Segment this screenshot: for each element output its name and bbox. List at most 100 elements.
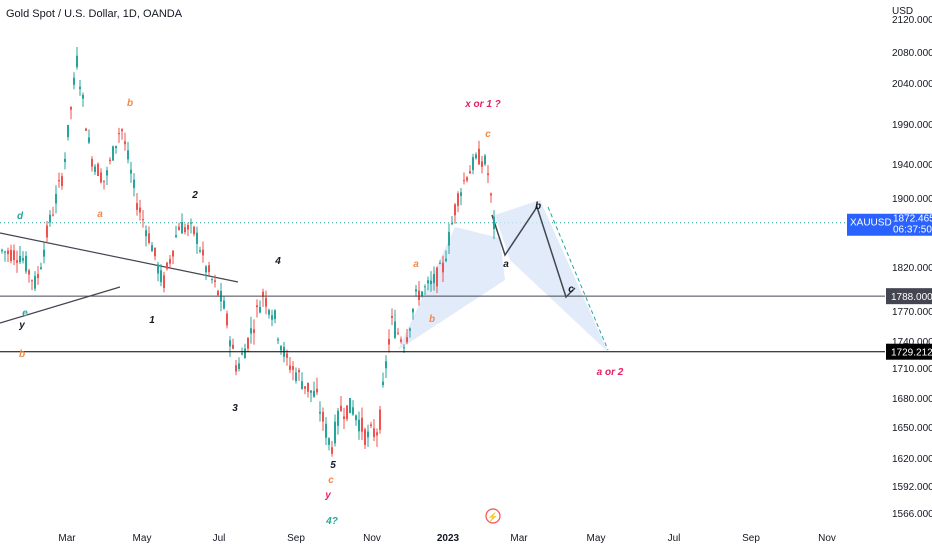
candle-body xyxy=(421,291,423,297)
wave-label: 1 xyxy=(149,315,155,326)
candle-body xyxy=(490,193,492,196)
x-tick-label: Mar xyxy=(510,533,528,544)
wave-label: a xyxy=(503,259,509,270)
candle-body xyxy=(61,176,63,187)
candle-body xyxy=(457,193,459,206)
candle-body xyxy=(484,155,486,165)
candle-body xyxy=(274,310,276,320)
candle-body xyxy=(454,204,456,216)
candle-body xyxy=(475,154,477,159)
candle-body xyxy=(118,133,120,135)
candle-body xyxy=(79,86,81,90)
candle-body xyxy=(1,249,3,252)
candle-body xyxy=(385,361,387,369)
y-tick-label: 1592.000 xyxy=(892,482,932,493)
candle-body xyxy=(292,366,294,370)
x-tick-label: Jul xyxy=(668,533,681,544)
candle-body xyxy=(73,77,75,85)
event-icon-glyph: ⚡ xyxy=(487,511,498,523)
candle-body xyxy=(238,363,240,369)
candle-body xyxy=(28,270,30,275)
candle-body xyxy=(247,337,249,349)
candle-body xyxy=(469,171,471,174)
candle-body xyxy=(151,245,153,252)
candle-body xyxy=(25,255,27,272)
projection-area-2 xyxy=(495,200,608,352)
projection-path xyxy=(491,205,576,299)
wave-label: a xyxy=(413,259,419,270)
candle-body xyxy=(172,250,174,257)
candle-body xyxy=(289,365,291,370)
y-tick-label: 2040.000 xyxy=(892,79,932,90)
candle-body xyxy=(214,280,216,282)
wave-label: b xyxy=(535,201,541,212)
candle-body xyxy=(460,192,462,196)
x-tick-label: 2023 xyxy=(437,533,460,544)
candle-body xyxy=(148,233,150,243)
wave-label: b xyxy=(429,314,435,325)
y-tick-label: 1710.000 xyxy=(892,364,932,375)
candle-body xyxy=(409,328,411,331)
wave-label: b xyxy=(19,349,25,360)
candle-body xyxy=(4,251,6,253)
candle-body xyxy=(304,386,306,389)
candle-body xyxy=(379,409,381,430)
x-tick-label: Nov xyxy=(363,533,381,544)
candle-body xyxy=(187,225,189,230)
candle-body xyxy=(103,180,105,182)
candle-body xyxy=(64,158,66,163)
current-price-value: 1872.465 xyxy=(893,214,932,225)
candle-body xyxy=(142,219,144,221)
candle-body xyxy=(88,137,90,143)
candle-body xyxy=(349,398,351,414)
candle-body xyxy=(337,410,339,426)
wave-label: 4 xyxy=(274,256,281,267)
candle-body xyxy=(31,280,33,282)
candle-body xyxy=(481,161,483,167)
candle-body xyxy=(439,263,441,265)
candle-body xyxy=(280,346,282,351)
candle-body xyxy=(157,264,159,274)
wave-label: y xyxy=(324,490,331,501)
candle-body xyxy=(100,172,102,183)
y-tick-label: 1740.000 xyxy=(892,337,932,348)
candle-body xyxy=(355,415,357,421)
candle-body xyxy=(313,390,315,397)
candle-body xyxy=(358,419,360,432)
y-tick-label: 1770.000 xyxy=(892,307,932,318)
x-tick-label: Sep xyxy=(742,533,760,544)
candle-body xyxy=(259,306,261,313)
candle-body xyxy=(211,279,213,281)
candle-body xyxy=(451,222,453,225)
candle-body xyxy=(46,225,48,238)
candle-body xyxy=(361,417,363,432)
x-tick-label: Mar xyxy=(58,533,76,544)
candle-body xyxy=(16,260,18,263)
candle-body xyxy=(241,352,243,355)
candle-body xyxy=(307,382,309,392)
candle-body xyxy=(217,290,219,296)
y-tick-label: 1940.000 xyxy=(892,160,932,171)
candle-body xyxy=(478,148,480,165)
candle-body xyxy=(163,275,165,288)
candle-body xyxy=(139,207,141,213)
candle-body xyxy=(124,141,126,145)
candle-body xyxy=(136,203,138,210)
candle-body xyxy=(322,411,324,422)
candle-body xyxy=(199,250,201,252)
candle-body xyxy=(178,226,180,231)
candle-body xyxy=(76,55,78,68)
candle-body xyxy=(85,128,87,131)
trendline-lower xyxy=(0,286,121,324)
candle-body xyxy=(310,390,312,393)
candle-body xyxy=(271,315,273,320)
candle-body xyxy=(232,344,234,349)
candle-body xyxy=(463,180,465,182)
projection-dashed-line xyxy=(547,206,609,351)
candle-body xyxy=(316,388,318,393)
candle-body xyxy=(433,273,435,284)
candle-body xyxy=(256,305,258,308)
candle-body xyxy=(82,94,84,99)
projection-area-1 xyxy=(398,227,505,350)
